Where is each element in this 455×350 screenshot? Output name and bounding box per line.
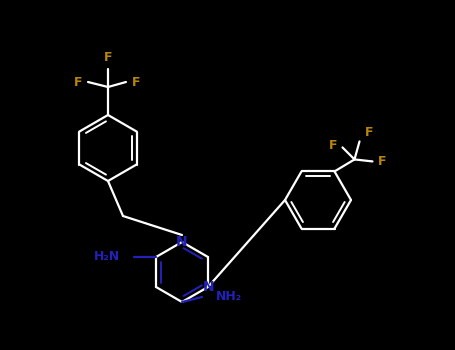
- Text: F: F: [74, 76, 82, 89]
- Text: F: F: [132, 76, 141, 89]
- Text: N: N: [203, 280, 215, 294]
- Text: F: F: [104, 51, 112, 64]
- Text: F: F: [329, 139, 338, 152]
- Text: NH₂: NH₂: [216, 290, 242, 303]
- Text: N: N: [176, 235, 188, 249]
- Text: F: F: [378, 155, 386, 168]
- Text: H₂N: H₂N: [94, 251, 120, 264]
- Text: F: F: [364, 126, 373, 139]
